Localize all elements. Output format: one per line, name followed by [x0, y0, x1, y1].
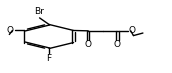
- Text: O: O: [128, 26, 135, 35]
- Text: O: O: [114, 40, 121, 49]
- Text: Br: Br: [34, 7, 44, 16]
- Text: O: O: [7, 26, 14, 35]
- Text: O: O: [85, 40, 92, 49]
- Text: F: F: [46, 54, 52, 63]
